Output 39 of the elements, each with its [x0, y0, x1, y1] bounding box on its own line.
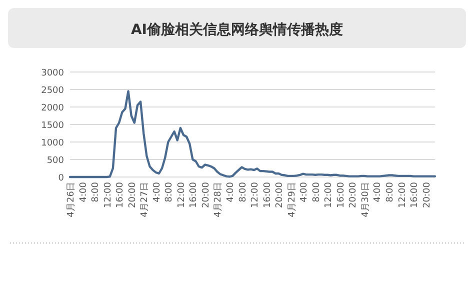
y-tick-label: 3000	[41, 68, 64, 78]
x-tick-label: 12:00	[103, 182, 114, 208]
x-tick-label: 4:00	[78, 182, 89, 202]
x-tick-label: 8:00	[238, 182, 248, 202]
x-tick-label: 16:00	[336, 182, 346, 208]
x-tick-label: 4月26日	[66, 182, 76, 218]
x-tick-label: 4月28日	[214, 182, 224, 218]
x-tick-label: 12:00	[250, 182, 261, 208]
x-tick-label: 16:00	[262, 182, 273, 208]
x-tick-label: 20:00	[275, 182, 286, 208]
x-tick-label: 16:00	[189, 182, 200, 208]
x-tick-label: 4:00	[226, 182, 236, 202]
y-tick-label: 0	[58, 174, 64, 184]
x-tick-label: 20:00	[201, 182, 212, 208]
chart-title: AI偷脸相关信息网络舆情传播热度	[130, 21, 344, 38]
x-tick-label: 8:00	[312, 182, 322, 202]
x-tick-label: 20:00	[422, 182, 432, 208]
x-tick-label: 4月27日	[140, 182, 150, 218]
x-tick-label: 12:00	[176, 182, 187, 208]
y-tick-label: 1000	[41, 138, 64, 148]
y-tick-label: 2000	[41, 104, 64, 114]
x-tick-label: 4:00	[152, 182, 162, 202]
x-tick-label: 20:00	[128, 182, 138, 208]
x-tick-label: 16:00	[116, 182, 126, 208]
x-tick-label: 12:00	[398, 182, 408, 208]
x-tick-label: 4:00	[300, 182, 310, 202]
x-tick-label: 8:00	[385, 182, 396, 202]
x-tick-label: 20:00	[348, 182, 359, 208]
x-tick-label: 4:00	[373, 182, 384, 202]
y-tick-label: 500	[46, 156, 64, 166]
x-tick-label: 4月29日	[287, 182, 298, 218]
x-tick-label: 8:00	[91, 182, 102, 202]
line-series	[68, 90, 436, 178]
x-tick-label: 12:00	[324, 182, 334, 208]
x-tick-label: 4月30日	[360, 182, 371, 218]
x-tick-label: 8:00	[164, 182, 175, 202]
y-tick-label: 1500	[41, 121, 64, 131]
y-tick-label: 2500	[41, 86, 64, 96]
x-tick-label: 16:00	[410, 182, 420, 208]
